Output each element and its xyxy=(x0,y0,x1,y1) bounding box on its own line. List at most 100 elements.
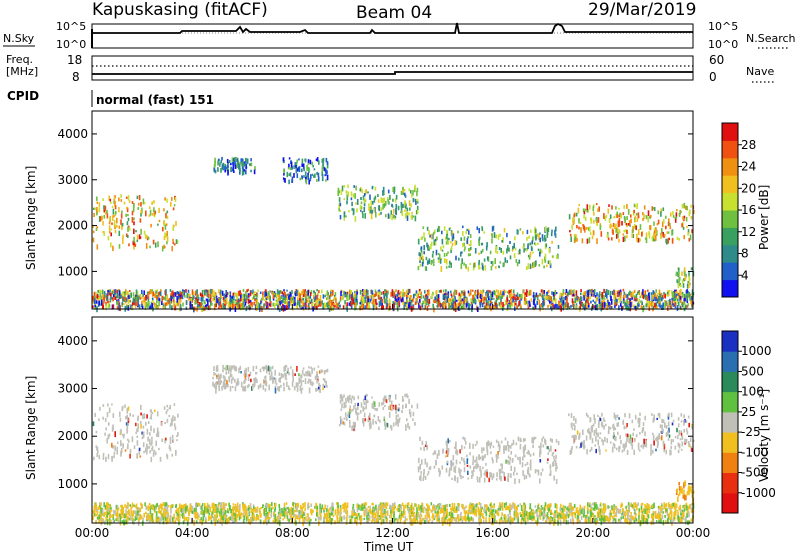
velocity-echo-cell xyxy=(135,503,138,510)
velocity-echo-cell xyxy=(482,513,484,519)
power-echo-cell xyxy=(325,297,328,301)
velocity-echo-cell xyxy=(316,508,318,512)
power-echo-cell xyxy=(580,292,582,296)
power-echo-cell xyxy=(112,297,114,302)
power-echo-cell xyxy=(597,217,600,223)
velocity-echo-cell xyxy=(227,510,230,514)
power-echo-cell xyxy=(681,279,684,284)
power-echo-cell xyxy=(116,224,118,228)
velocity-echo-cell xyxy=(412,519,414,525)
velocity-echo-cell xyxy=(460,511,462,515)
velocity-echo-cell xyxy=(385,503,388,510)
power-echo-cell xyxy=(250,162,253,167)
power-echo-cell xyxy=(479,293,482,299)
velocity-echo-cell xyxy=(268,517,271,520)
power-echo-cell xyxy=(123,291,126,294)
velocity-echo-cell xyxy=(307,515,309,521)
velocity-echo-cell xyxy=(290,513,293,519)
power-echo-cell xyxy=(398,297,400,303)
velocity-echo-cell xyxy=(185,516,188,521)
power-echo-cell xyxy=(425,294,427,298)
power-echo-cell xyxy=(472,265,475,271)
velocity-echo-cell xyxy=(411,511,413,515)
power-echo-cell xyxy=(111,304,114,310)
cpid-label: CPID xyxy=(7,89,39,103)
power-echo-cell xyxy=(543,290,545,294)
power-echo-cell xyxy=(395,194,398,200)
velocity-echo-cell xyxy=(151,505,154,511)
velocity-echo-cell xyxy=(629,514,631,518)
power-echo-cell xyxy=(111,291,114,295)
power-echo-cell xyxy=(125,213,127,217)
power-echo-cell xyxy=(208,289,211,294)
power-echo-cell xyxy=(171,293,174,299)
power-echo-cell xyxy=(317,176,320,182)
power-echo-cell xyxy=(113,195,116,201)
power-echo-cell xyxy=(248,300,251,303)
power-echo-cell xyxy=(350,303,353,309)
power-echo-cell xyxy=(223,293,226,300)
power-echo-cell xyxy=(652,306,654,310)
velocity-echo-cell xyxy=(621,503,623,507)
power-echo-cell xyxy=(163,297,165,300)
power-echo-cell xyxy=(396,298,398,302)
velocity-echo-cell xyxy=(472,517,475,522)
power-echo-cell xyxy=(150,304,152,310)
velocity-echo-cell xyxy=(229,505,231,509)
power-echo-cell xyxy=(613,295,615,300)
power-echo-cell xyxy=(474,291,476,295)
power-echo-cell xyxy=(296,303,299,310)
power-echo-cell xyxy=(403,189,406,192)
power-echo-cell xyxy=(588,227,590,231)
power-echo-cell xyxy=(174,197,177,202)
power-echo-cell xyxy=(102,303,104,309)
velocity-echo-cell xyxy=(172,517,174,522)
power-echo-cell xyxy=(127,291,129,296)
power-echo-cell xyxy=(639,295,642,298)
power-echo-cell xyxy=(655,227,657,232)
power-echo-cell xyxy=(394,294,397,298)
power-echo-cell xyxy=(474,248,477,254)
velocity-echo-cell xyxy=(105,516,107,522)
velocity-echo-cell xyxy=(265,507,268,512)
velocity-echo-cell xyxy=(136,517,138,521)
velocity-echo-cell xyxy=(167,504,170,508)
velocity-echo-cell xyxy=(630,503,632,507)
velocity-echo-cell xyxy=(92,510,95,515)
power-echo-cell xyxy=(495,302,497,307)
power-echo-cell xyxy=(256,293,259,298)
velocity-echo-cell xyxy=(660,519,662,524)
velocity-echo-cell xyxy=(590,503,592,509)
power-echo-cell xyxy=(265,289,267,295)
power-echo-cell xyxy=(586,297,588,303)
power-echo-cell xyxy=(490,291,492,296)
power-echo-cell xyxy=(617,222,620,227)
velocity-echo-cell xyxy=(236,514,238,518)
power-echo-cell xyxy=(424,290,426,294)
power-echo-cell xyxy=(593,292,596,296)
power-echo-cell xyxy=(322,163,324,167)
power-echo-cell xyxy=(353,185,355,188)
power-echo-cell xyxy=(294,296,296,303)
power-echo-cell xyxy=(380,211,382,215)
power-echo-cell xyxy=(100,295,102,301)
power-echo-cell xyxy=(426,226,429,231)
power-echo-cell xyxy=(259,291,262,294)
power-echo-cell xyxy=(164,224,167,230)
freq-label-line2: [MHz] xyxy=(6,65,38,78)
power-echo-cell xyxy=(288,179,290,185)
power-echo-cell xyxy=(354,303,357,308)
power-echo-cell xyxy=(647,289,649,292)
power-echo-cell xyxy=(612,223,615,227)
velocity-echo-cell xyxy=(144,502,146,507)
power-echo-cell xyxy=(236,305,238,308)
power-echo-cell xyxy=(261,297,263,301)
velocity-echo-cell xyxy=(169,517,171,522)
power-echo-cell xyxy=(513,242,515,249)
power-echo-cell xyxy=(175,220,177,227)
power-echo-cell xyxy=(598,298,601,305)
power-echo-cell xyxy=(402,191,404,195)
power-echo-cell xyxy=(214,157,216,164)
velocity-echo-cell xyxy=(179,505,182,512)
power-echo-cell xyxy=(658,296,660,302)
